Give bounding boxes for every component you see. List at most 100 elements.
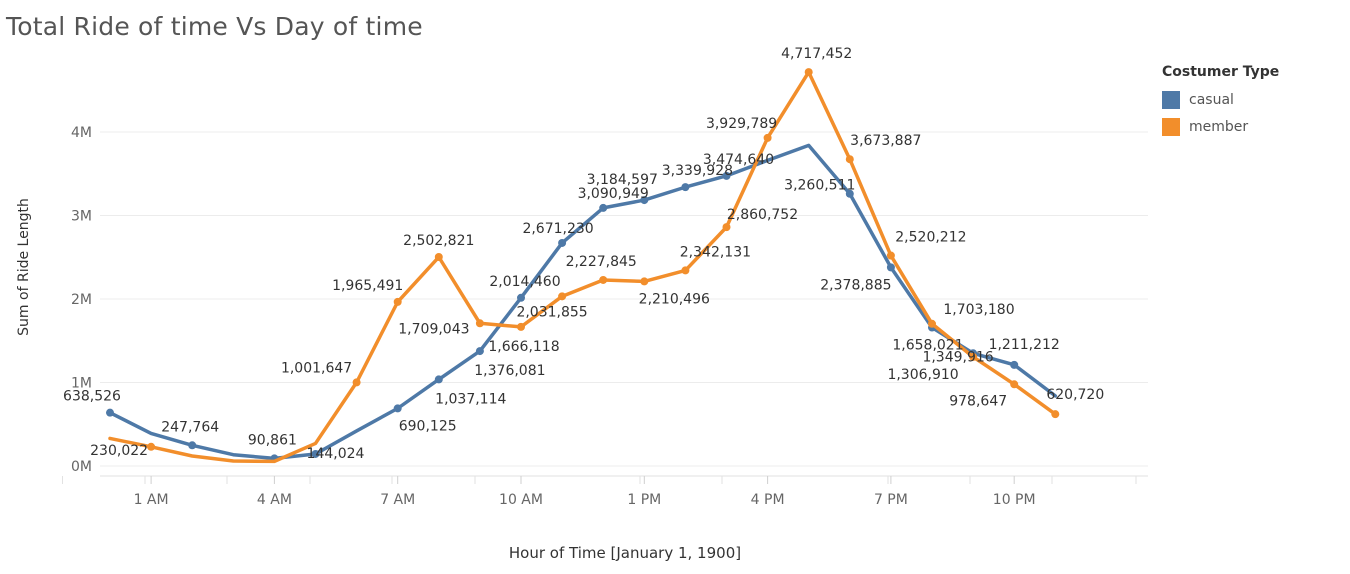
data-point-member: [1051, 410, 1060, 419]
data-label-member: 1,709,043: [398, 321, 469, 337]
data-point-casual: [517, 293, 525, 302]
series-line-member: [108, 70, 1058, 464]
data-label-casual: 3,090,949: [578, 186, 649, 202]
data-label-member: 2,502,821: [403, 233, 474, 249]
data-point-member: [804, 68, 813, 77]
data-label-member: 1,965,491: [332, 278, 403, 294]
y-tick-label: 2M: [71, 292, 92, 308]
chart-title: Total Ride of time Vs Day of time: [6, 12, 423, 41]
legend-item-casual[interactable]: casual: [1162, 86, 1279, 113]
data-point-member: [393, 297, 402, 306]
data-labels: 638,526 247,764 90,861 144,024 690,125 1,037,…: [63, 46, 1104, 462]
data-label-member: 4,717,452: [781, 46, 852, 62]
data-point-casual: [640, 196, 649, 205]
data-label-member: 1,306,910: [887, 367, 958, 383]
data-point-member: [1010, 380, 1019, 389]
data-label-member: 3,673,887: [850, 133, 921, 149]
data-point-casual: [722, 171, 731, 180]
data-label-member: 1,666,118: [488, 339, 559, 355]
data-label-member: 2,520,212: [895, 230, 966, 246]
data-point-casual: [311, 449, 320, 458]
data-point-casual: [393, 404, 402, 413]
data-label-member: 1,703,180: [943, 302, 1014, 318]
x-tick-label: 4 AM: [257, 492, 292, 508]
data-label-casual: 3,184,597: [587, 172, 658, 188]
legend-label-member: member: [1189, 118, 1249, 135]
series-lines: [106, 68, 1060, 464]
x-tick-label: 10 PM: [993, 492, 1036, 508]
data-point-member: [352, 378, 361, 387]
data-point-member: [763, 133, 772, 142]
data-point-member: [147, 442, 156, 451]
data-point-casual: [1010, 360, 1019, 369]
data-label-casual: 638,526: [63, 389, 121, 405]
data-label-casual: 2,671,230: [522, 221, 593, 237]
data-label-member: 2,860,752: [727, 207, 798, 223]
gridlines: [100, 131, 1148, 467]
legend-item-member[interactable]: member: [1162, 113, 1279, 140]
data-label-member: 2,227,845: [566, 254, 637, 270]
data-label-casual: 1,658,021: [892, 338, 963, 354]
data-label-member: 978,647: [949, 393, 1007, 409]
x-tick-label: 10 AM: [499, 492, 543, 508]
data-label-casual: 2,378,885: [820, 277, 891, 293]
data-label-casual: 2,014,460: [489, 274, 560, 290]
y-tick-label: 0M: [71, 459, 92, 475]
legend-label-casual: casual: [1189, 91, 1234, 108]
data-label-member: 2,031,855: [516, 304, 587, 320]
data-point-member: [475, 319, 484, 328]
axes: 0M 1M 2M 3M 4M 1 AM 4 AM 7 AM 10 AM 1 PM 4 PM 7 PM 1…: [62, 125, 1148, 508]
data-point-casual: [188, 441, 197, 450]
data-label-member: 620,720: [1046, 387, 1104, 403]
data-point-casual: [475, 347, 484, 356]
data-label-casual: 1,037,114: [435, 391, 506, 407]
data-point-member: [886, 251, 895, 260]
data-point-member: [599, 275, 608, 284]
data-label-member: 2,342,131: [680, 244, 751, 260]
data-label-member: 3,929,789: [706, 116, 777, 132]
data-point-casual: [434, 375, 443, 384]
data-point-casual: [599, 203, 608, 212]
data-label-casual: 3,260,511: [784, 178, 855, 194]
data-label-member: 230,022: [90, 443, 148, 459]
data-point-member: [969, 352, 978, 361]
x-tick-label: 4 PM: [751, 492, 785, 508]
data-point-member: [845, 155, 854, 164]
data-point-member: [517, 322, 525, 331]
data-point-member: [558, 292, 567, 301]
legend: Costumer Type casual member: [1162, 64, 1279, 140]
data-label-casual: 3,474,640: [703, 152, 774, 168]
data-label-member: 1,001,647: [281, 360, 352, 376]
data-label-casual: 1,349,916: [922, 349, 993, 365]
legend-swatch-casual: [1162, 90, 1180, 109]
data-label-casual: 247,764: [161, 419, 219, 435]
data-point-member: [434, 253, 443, 262]
data-point-member: [640, 277, 649, 286]
y-tick-label: 3M: [71, 209, 92, 225]
data-label-casual: 690,125: [399, 418, 457, 434]
data-label-casual: 144,024: [307, 446, 365, 462]
data-label-casual: 1,376,081: [474, 363, 545, 379]
data-point-member: [681, 266, 690, 275]
y-axis-label: Sum of Ride Length: [16, 198, 32, 336]
data-point-casual: [558, 238, 567, 247]
x-tick-label: 1 PM: [627, 492, 661, 508]
x-tick-label: 1 AM: [134, 492, 169, 508]
y-tick-label: 1M: [71, 376, 92, 392]
data-label-casual: 3,339,928: [662, 163, 733, 179]
x-tick-label: 7 AM: [380, 492, 415, 508]
data-label-casual: 1,211,212: [989, 337, 1060, 353]
data-point-member: [928, 319, 936, 328]
data-point-casual: [106, 408, 114, 417]
legend-swatch-member: [1162, 117, 1180, 136]
data-point-casual: [681, 183, 690, 192]
data-point-casual: [845, 189, 854, 198]
data-point-member: [722, 223, 731, 232]
data-label-casual: 90,861: [248, 432, 297, 448]
y-tick-label: 4M: [71, 125, 92, 141]
data-label-member: 2,210,496: [639, 291, 710, 307]
x-tick-label: 7 PM: [874, 492, 908, 508]
legend-title: Costumer Type: [1162, 64, 1280, 80]
x-axis-label: Hour of Time [January 1, 1900]: [509, 544, 741, 562]
